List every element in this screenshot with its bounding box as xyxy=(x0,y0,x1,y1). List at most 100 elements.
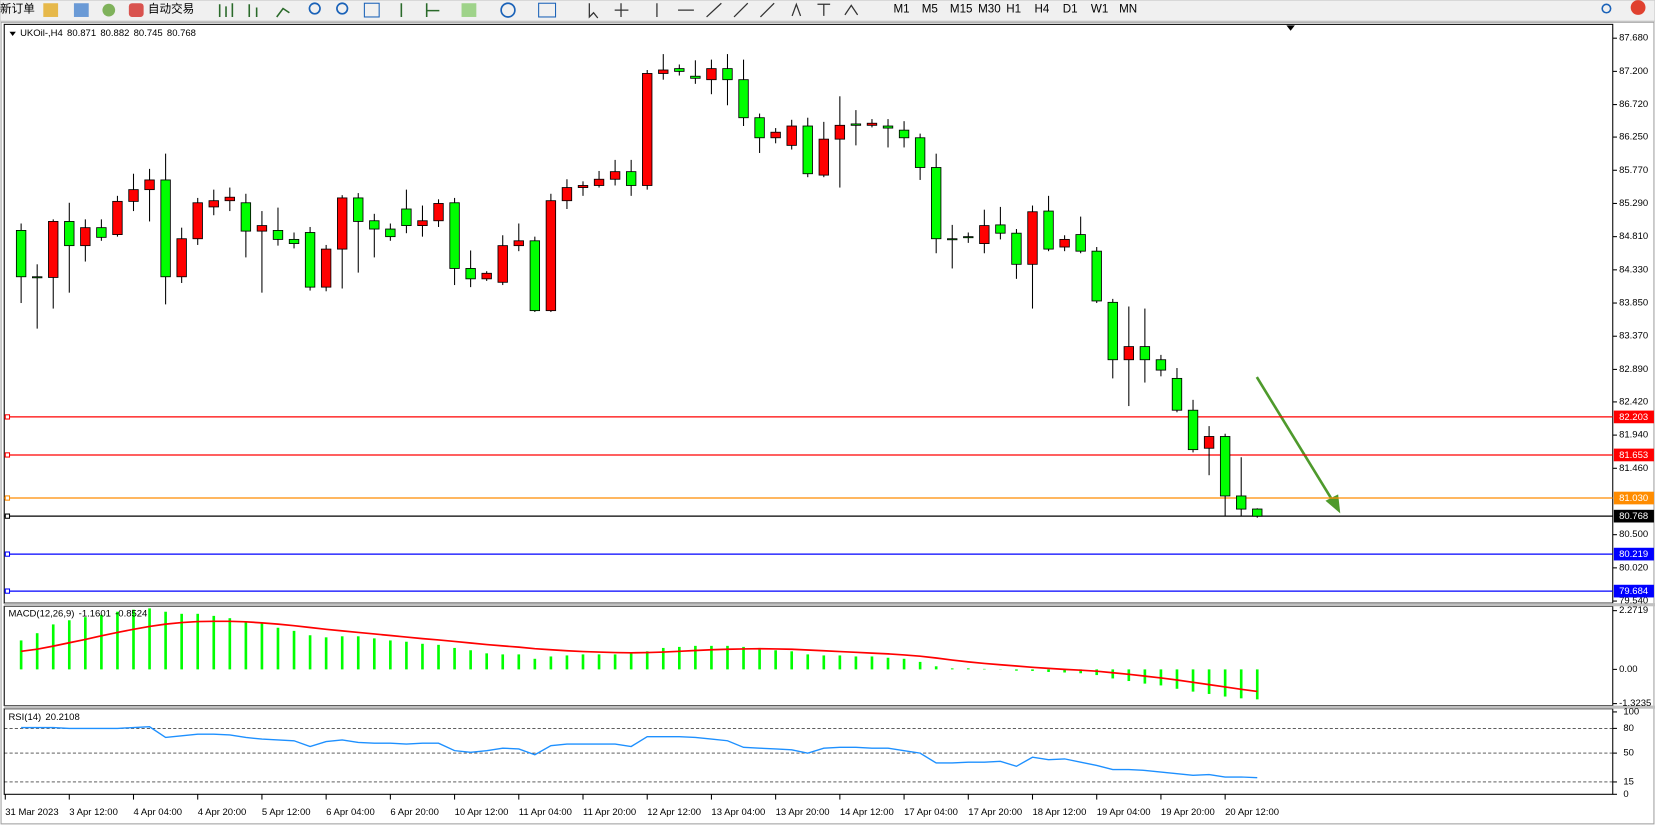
price-label-box xyxy=(1613,584,1654,598)
header-part: 80.882 xyxy=(100,27,129,38)
candle-body xyxy=(208,200,219,208)
chart-icons[interactable] xyxy=(218,3,290,18)
icon[interactable] xyxy=(43,3,59,17)
timeframe-button[interactable]: H4 xyxy=(1035,3,1050,16)
candle-body xyxy=(288,238,300,244)
x-tick-label: 12 Apr 12:00 xyxy=(647,807,701,818)
y-tick-label: 86.250 xyxy=(1619,132,1648,143)
price-line-handle xyxy=(4,513,11,519)
header-part: 80.768 xyxy=(167,27,196,38)
icon[interactable] xyxy=(128,3,144,17)
price-label: 80.768 xyxy=(1619,511,1648,522)
candle-body xyxy=(481,272,492,280)
candle-body xyxy=(1043,210,1054,250)
timeframe-button[interactable]: M5 xyxy=(922,3,938,16)
candle-body xyxy=(995,224,1006,234)
candle-body xyxy=(128,189,139,202)
x-tick-label: 19 Apr 20:00 xyxy=(1161,807,1215,818)
candle-body xyxy=(754,117,765,139)
candle-body xyxy=(834,124,846,140)
timeframe-button[interactable]: MN xyxy=(1119,3,1137,16)
timeframe-button[interactable]: H1 xyxy=(1006,3,1021,16)
y-tick-label: 85.770 xyxy=(1619,165,1648,176)
candle-body xyxy=(674,68,685,72)
timeframe-button[interactable]: D1 xyxy=(1063,3,1078,16)
price-label-box xyxy=(1613,509,1654,523)
x-tick-label: 19 Apr 04:00 xyxy=(1097,807,1151,818)
timeframes: M1 M5 M15 M30 H1 H4 D1 W1 MN xyxy=(894,3,1138,16)
arrow-head xyxy=(1325,494,1341,514)
y-tick-label: 81.460 xyxy=(1619,463,1648,474)
candle-body xyxy=(561,187,573,202)
zoom-out[interactable] xyxy=(336,2,349,15)
templates[interactable] xyxy=(538,2,557,18)
panel-header: UKOil-,H4 80.871 80.882 80.745 80.768 xyxy=(20,27,196,38)
candle-body xyxy=(1187,409,1199,451)
candle-body xyxy=(144,179,155,191)
x-tick-label: 17 Apr 04:00 xyxy=(904,807,958,818)
new-order-button[interactable]: 新订单 xyxy=(0,2,35,16)
periods[interactable] xyxy=(500,2,516,18)
candle-body xyxy=(898,129,910,139)
indicators[interactable] xyxy=(461,3,477,17)
candle-body xyxy=(96,227,107,238)
y-tick-label: 84.330 xyxy=(1619,264,1648,275)
candle-body xyxy=(1171,377,1183,411)
drawing-tools[interactable] xyxy=(588,2,775,19)
icon[interactable] xyxy=(102,3,116,17)
tile-windows[interactable] xyxy=(363,2,380,18)
candle-body xyxy=(1236,495,1247,510)
candle-body xyxy=(385,228,396,238)
y-tick-label: 50 xyxy=(1623,748,1634,759)
candle-body xyxy=(401,208,412,227)
timeframe-button[interactable]: M15 xyxy=(950,3,973,16)
candle-body xyxy=(369,220,380,230)
candle-body xyxy=(256,225,268,232)
timeframe-button[interactable]: M1 xyxy=(894,3,910,16)
price-label: 80.219 xyxy=(1619,549,1648,560)
candle-body xyxy=(32,276,43,279)
candle-body xyxy=(1139,346,1151,361)
candle-body xyxy=(465,268,476,280)
x-tick-label: 17 Apr 20:00 xyxy=(968,807,1022,818)
price-label: 79.684 xyxy=(1619,586,1648,597)
panel-separator xyxy=(4,603,1655,607)
icon[interactable] xyxy=(73,3,89,17)
zoom-in[interactable] xyxy=(308,2,321,15)
y-tick-label: 87.680 xyxy=(1619,33,1648,44)
y-tick-label: 81.940 xyxy=(1619,430,1648,441)
header-part: -1.1601 xyxy=(79,608,111,619)
notifications[interactable] xyxy=(1630,0,1646,15)
candle-body xyxy=(979,225,990,244)
timeframe-button[interactable]: W1 xyxy=(1091,3,1108,16)
auto-trading-button[interactable]: 自动交易 xyxy=(148,2,194,16)
y-tick-label: 87.200 xyxy=(1619,66,1648,77)
candle-body xyxy=(320,248,332,288)
candle-body xyxy=(914,137,926,168)
price-label-box xyxy=(1613,491,1654,505)
y-tick-label: 82.890 xyxy=(1619,364,1648,375)
y-tick-label: 80.020 xyxy=(1619,562,1648,573)
y-tick-label: 82.420 xyxy=(1619,396,1648,407)
price-line-handle xyxy=(4,414,11,420)
candle-body xyxy=(1155,359,1167,371)
drawing-tools[interactable] xyxy=(791,2,859,17)
candle-body xyxy=(449,202,460,269)
candle-body xyxy=(224,196,235,202)
search[interactable] xyxy=(1601,3,1612,14)
candle-body xyxy=(176,238,187,278)
x-tick-label: 13 Apr 20:00 xyxy=(776,807,830,818)
x-tick-label: 4 Apr 20:00 xyxy=(198,807,247,818)
x-tick-label: 6 Apr 20:00 xyxy=(390,807,439,818)
signal-line xyxy=(21,620,1258,693)
candle-body xyxy=(690,75,701,79)
candle-body xyxy=(15,230,27,278)
candle-body xyxy=(1091,250,1102,302)
y-tick-label: 86.720 xyxy=(1619,99,1648,110)
timeframe-button[interactable]: M30 xyxy=(978,3,1001,16)
candle-body xyxy=(593,178,605,186)
candle-body xyxy=(706,68,717,81)
x-tick-label: 10 Apr 12:00 xyxy=(455,807,509,818)
autoscroll[interactable] xyxy=(400,3,440,17)
candle-body xyxy=(1219,436,1231,497)
